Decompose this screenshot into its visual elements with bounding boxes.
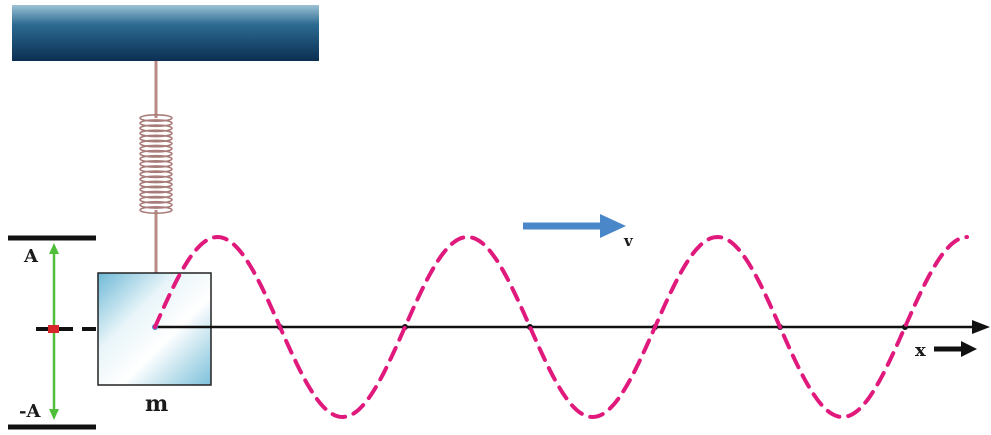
spring-coil-loop — [139, 124, 173, 133]
x-axis-arrowhead — [972, 320, 990, 334]
spring-coil-loop — [139, 129, 173, 138]
amplitude-top-label: A — [23, 246, 39, 267]
spring-coil-loop — [139, 175, 173, 184]
spring-coil-loop — [139, 185, 173, 194]
spring-coil-loop — [139, 180, 173, 189]
velocity-label: v — [623, 232, 634, 250]
spring-coil-loop — [139, 119, 173, 128]
equilibrium-marker — [48, 325, 59, 333]
spring-coil-loop — [139, 144, 173, 153]
spring-coil-loop — [139, 139, 173, 148]
axis-label: x — [915, 340, 926, 361]
ceiling — [12, 5, 319, 61]
amplitude-bottom-label: -A — [19, 401, 41, 422]
arrow-right-icon — [523, 214, 626, 238]
arrow-right-icon — [934, 341, 977, 357]
spring-coil-loop — [139, 206, 173, 215]
spring-coil-loop — [139, 160, 173, 169]
spring-coil-loop — [139, 170, 173, 179]
spring-coil-loop — [139, 200, 173, 209]
spring-coil-loop — [139, 190, 173, 199]
spring-coil-loop — [139, 114, 173, 123]
spring-coil-loop — [139, 134, 173, 143]
spring-coil-loop — [139, 165, 173, 174]
spring-coil — [139, 114, 173, 215]
spring-coil-loop — [139, 154, 173, 163]
spring-coil-loop — [139, 149, 173, 158]
spring-coil-loop — [139, 195, 173, 204]
wave-curve — [153, 234, 969, 420]
mass-label: m — [145, 391, 168, 417]
